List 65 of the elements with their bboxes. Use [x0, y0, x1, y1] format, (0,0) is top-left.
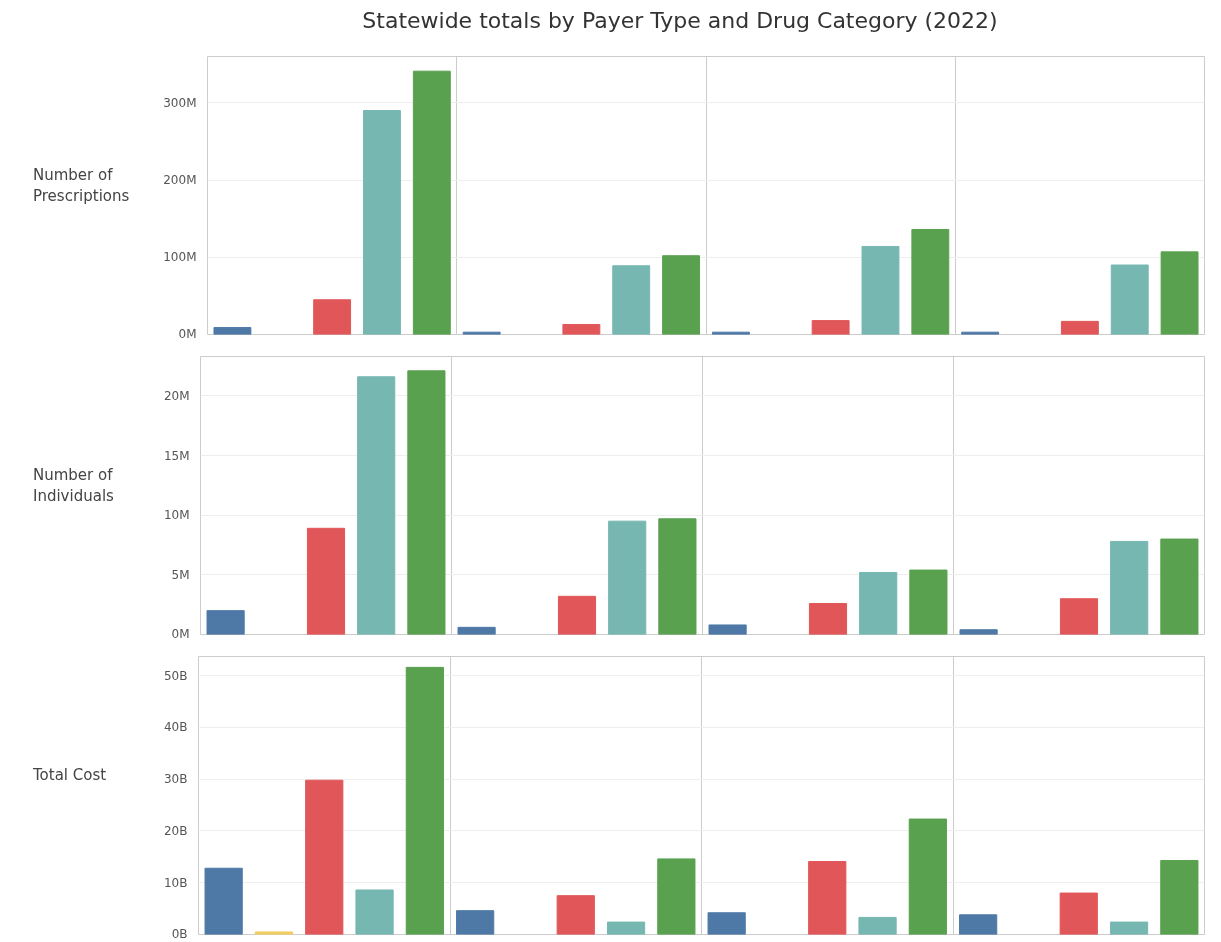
y-tick-label: 300M	[163, 95, 197, 110]
y-tick-label: 10B	[164, 875, 188, 890]
bar	[562, 323, 601, 335]
y-axis-title: Total Cost	[33, 765, 107, 786]
y-axis-title: Number of Prescriptions	[33, 165, 131, 208]
bar	[405, 666, 444, 935]
y-tick-label: 0M	[178, 326, 197, 341]
bar	[959, 629, 998, 635]
bar	[1160, 251, 1199, 335]
y-tick-label: 40B	[164, 720, 188, 735]
y-tick-label: 50B	[164, 668, 188, 683]
bar	[911, 228, 950, 335]
bar	[306, 527, 346, 635]
bar	[206, 610, 245, 635]
bar	[608, 520, 647, 635]
y-tick-label: 5M	[171, 567, 190, 582]
y-tick-label: 20M	[163, 388, 190, 403]
y-tick-label: 200M	[163, 173, 197, 188]
y-tick-label: 10M	[163, 508, 190, 523]
bar	[859, 571, 898, 635]
y-tick-label: 30B	[164, 772, 188, 787]
bar	[708, 624, 747, 635]
bar	[1160, 859, 1199, 935]
bar	[707, 912, 746, 935]
bar	[1060, 320, 1099, 335]
bar	[808, 602, 848, 635]
y-tick-label: 0M	[171, 626, 190, 641]
bar	[811, 320, 850, 335]
bar	[1110, 264, 1149, 335]
bar	[1059, 598, 1099, 635]
bar	[909, 569, 948, 635]
y-tick-label: 0B	[171, 926, 188, 941]
y-axis-title: Number of Individuals	[33, 465, 115, 508]
bar	[305, 779, 344, 935]
bar	[658, 518, 697, 635]
bar	[1110, 540, 1149, 635]
bar	[407, 370, 446, 635]
bar	[1109, 921, 1149, 935]
chart-title: Statewide totals by Payer Type and Drug Category (2022)	[362, 7, 998, 35]
bar	[457, 626, 496, 635]
bar	[959, 914, 998, 935]
bar	[808, 861, 847, 935]
bar	[606, 921, 646, 935]
bar	[612, 265, 651, 335]
bar	[412, 70, 451, 335]
bar	[657, 858, 696, 935]
bar	[556, 895, 595, 935]
bar	[1059, 892, 1098, 935]
bar	[213, 327, 252, 335]
bar	[861, 245, 900, 335]
bar	[456, 910, 495, 935]
bar	[355, 889, 394, 935]
bar	[313, 299, 352, 335]
y-tick-label: 100M	[163, 250, 197, 265]
bar	[557, 595, 597, 635]
bar	[204, 867, 243, 935]
bar	[254, 931, 294, 935]
y-tick-label: 20B	[164, 823, 188, 838]
bar	[1160, 538, 1199, 635]
bar	[908, 818, 947, 935]
bar	[357, 376, 396, 635]
y-tick-label: 15M	[163, 448, 190, 463]
bar	[858, 916, 897, 935]
bar	[662, 255, 701, 335]
bar	[363, 110, 401, 335]
